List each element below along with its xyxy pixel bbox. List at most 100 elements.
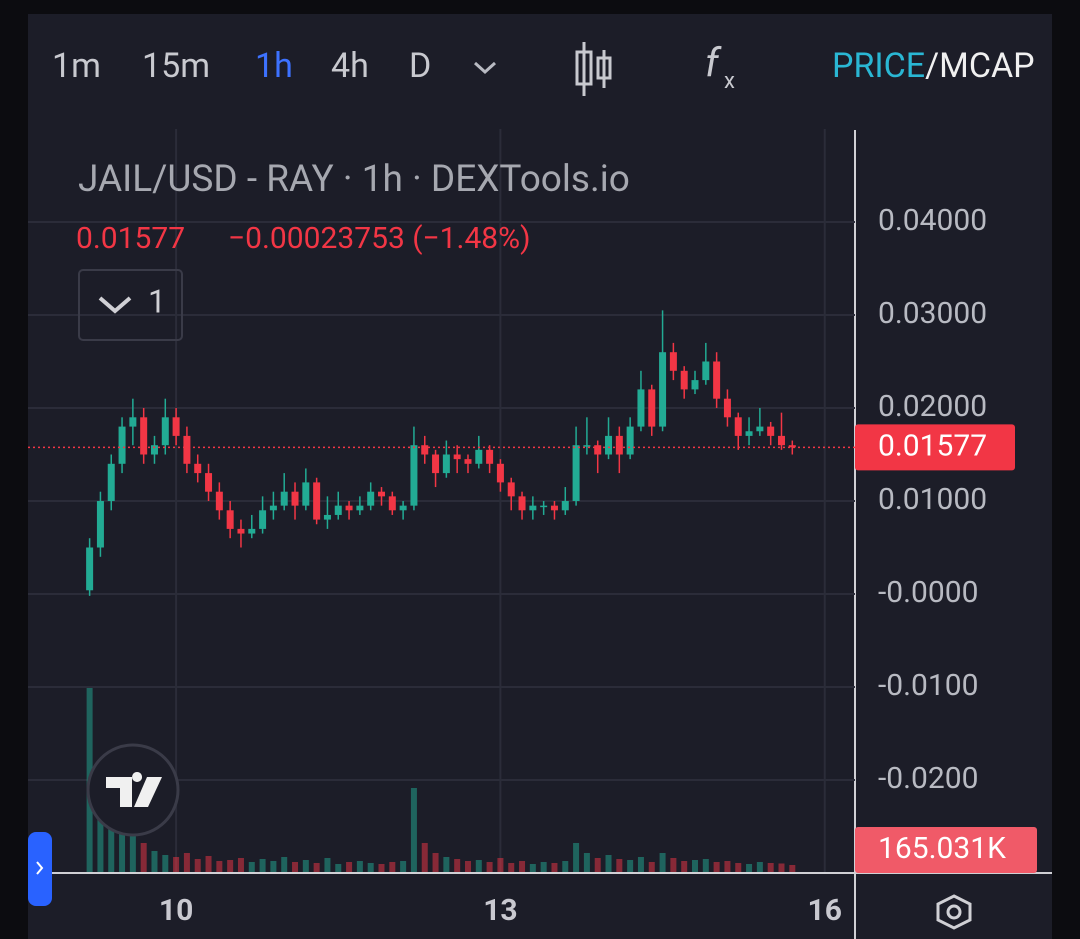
candle-body (767, 426, 775, 436)
candle-body (442, 454, 450, 474)
volume-bar (529, 864, 536, 873)
volume-bar (227, 860, 234, 873)
candle-body (183, 435, 191, 464)
candle-body (421, 445, 429, 455)
tradingview-logo[interactable] (86, 743, 180, 837)
candle-body (399, 505, 407, 511)
candle-body (605, 435, 613, 455)
candle-body (507, 482, 515, 497)
volume-bar (486, 862, 493, 873)
x-tick-label: 13 (483, 893, 517, 928)
candle-body (572, 445, 580, 501)
volume-bar (670, 858, 677, 873)
candle-body (540, 505, 548, 508)
candle-body (669, 352, 677, 371)
candle-body (313, 482, 321, 520)
volume-bar (346, 862, 353, 873)
candle-body (583, 445, 591, 447)
settings-button[interactable] (936, 894, 972, 930)
y-tick-label: 0.01000 (878, 482, 987, 517)
interval-button[interactable]: 1h (255, 46, 293, 86)
volume-bar (367, 863, 374, 873)
candle-body (194, 463, 202, 474)
volume-bar (464, 861, 471, 873)
candle-body (280, 491, 288, 506)
candle-body (702, 361, 710, 381)
volume-bar (551, 863, 558, 873)
candle-body (215, 491, 223, 511)
indicator-toggle[interactable] (78, 269, 183, 341)
candle-body (486, 449, 494, 464)
volume-bar (605, 855, 612, 873)
volume-bar (302, 860, 309, 873)
candle-body (691, 380, 699, 390)
volume-bar (637, 857, 644, 873)
candle-body (226, 510, 234, 529)
volume-bar (432, 853, 439, 873)
volume-bar (519, 861, 526, 873)
candle-body (205, 473, 213, 492)
volume-bar (454, 859, 461, 873)
volume-bar (400, 861, 407, 873)
y-tick-label: 0.04000 (878, 203, 987, 238)
symbol-title: JAIL/USD - RAY · 1h · DEXTools.io (78, 158, 630, 201)
volume-bar (216, 861, 223, 873)
price-option[interactable]: PRICE (832, 46, 925, 86)
interval-button[interactable]: 4h (331, 46, 369, 86)
candle-body (756, 426, 764, 432)
chart-style-icon[interactable] (575, 42, 612, 96)
volume-bar (108, 825, 115, 873)
volume-bar (692, 860, 699, 873)
volume-bar (259, 859, 266, 873)
volume-bar (97, 811, 104, 873)
volume-bar (270, 861, 277, 873)
volume-bar (183, 853, 190, 873)
side-panel-arrow (36, 861, 44, 875)
interval-button[interactable]: D (409, 46, 431, 86)
settings-center (946, 904, 962, 920)
legend-change: −0.00023753 (−1.48%) (228, 221, 531, 256)
volume-bar (313, 863, 320, 873)
volume-bar (713, 862, 720, 873)
candle-body (432, 454, 440, 474)
mcap-option[interactable]: MCAP (939, 46, 1034, 86)
candle-body (237, 528, 245, 534)
volume-bar (583, 853, 590, 873)
indicators-icon[interactable]: f (705, 40, 722, 87)
candle-body (713, 361, 721, 399)
interval-menu[interactable] (473, 61, 497, 75)
volume-label: 165.031K (878, 831, 1006, 866)
interval-button[interactable]: 1m (52, 46, 101, 86)
candle-body (626, 426, 634, 455)
volume-bar (335, 864, 342, 873)
candle-body (615, 435, 623, 455)
volume-bar (119, 831, 126, 873)
volume-bar (702, 859, 709, 873)
volume-bar (497, 858, 504, 873)
volume-bar (162, 855, 169, 873)
candle-body (172, 417, 180, 436)
candle-body (291, 491, 299, 506)
candle-body (334, 505, 342, 515)
interval-button[interactable]: 15m (142, 46, 210, 86)
candle-body (734, 417, 742, 436)
candle-body (161, 417, 169, 446)
volume-bar (324, 858, 331, 873)
volume-bar (248, 862, 255, 873)
candle-body (594, 445, 602, 455)
candle-body (550, 505, 558, 511)
candle-body (723, 398, 731, 418)
candle-body (788, 445, 796, 448)
indicator-count: 1 (148, 282, 166, 320)
volume-bar (746, 864, 753, 873)
candle-body (496, 463, 504, 483)
x-tick-label: 16 (808, 893, 842, 928)
volume-bar (151, 851, 158, 873)
volume-bar (735, 863, 742, 873)
price-mcap-toggle[interactable]: PRICE/MCAP (832, 46, 1035, 86)
candle-body (86, 547, 94, 591)
indicators-icon-x: x (724, 69, 735, 94)
candle-body (96, 501, 104, 548)
volume-bar (194, 859, 201, 873)
